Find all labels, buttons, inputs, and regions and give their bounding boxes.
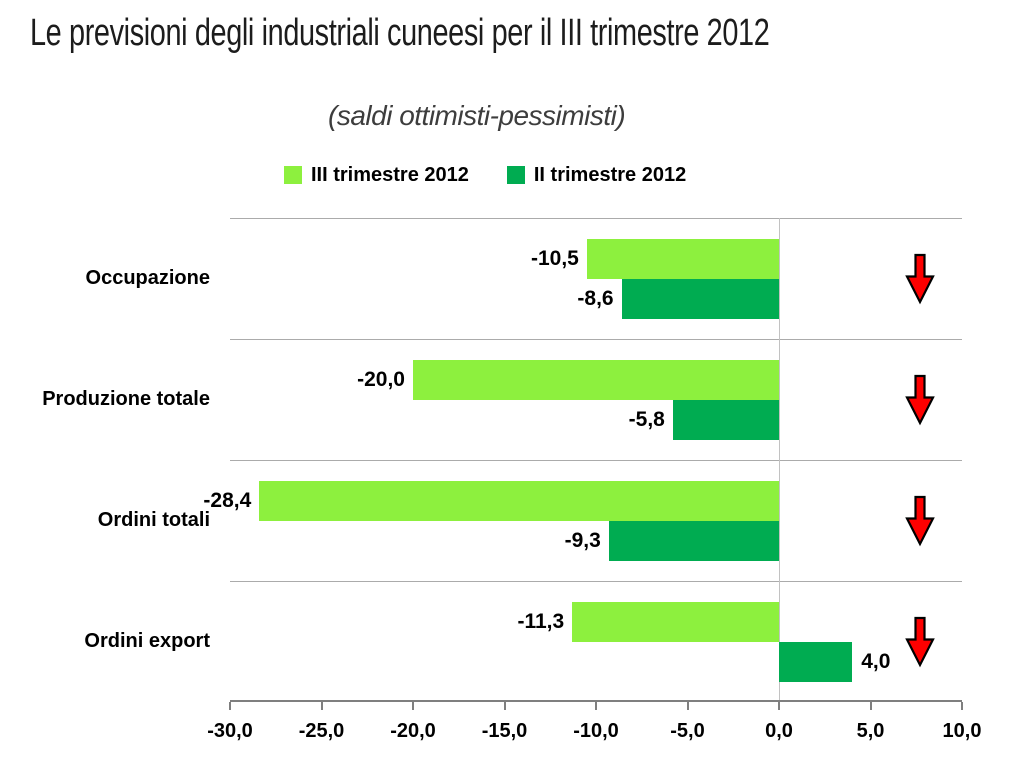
x-axis-tick <box>229 702 231 710</box>
x-axis-tick-label: -5,0 <box>670 720 705 742</box>
plot-area: -10,5 -8,6 -20,0 -5,8 -28,4 -9,3 -11,3 4,0 <box>203 218 962 702</box>
x-axis-tick <box>503 702 506 710</box>
x-axis-tick-label: -10,0 <box>573 720 619 742</box>
legend-label: II trimestre 2012 <box>533 163 687 186</box>
chart-row: -20,0 -5,8 <box>230 339 962 460</box>
down-arrow-icon <box>900 616 940 673</box>
x-axis-tick-label: -15,0 <box>481 720 528 742</box>
x-axis-tick-label: -20,0 <box>390 720 436 742</box>
bar-value-label: -9,3 <box>564 528 601 552</box>
category-label: Occupazione <box>85 267 210 289</box>
legend-item: III trimestre 2012 <box>284 164 469 187</box>
category-label: Produzione totale <box>42 388 210 410</box>
category-label: Ordini export <box>84 630 210 652</box>
zero-gridline <box>779 218 780 700</box>
bar-ii-trimestre <box>621 278 779 319</box>
x-axis-tick <box>686 702 689 710</box>
down-arrow-icon <box>900 374 940 431</box>
x-axis-tick <box>320 702 323 710</box>
down-arrow-icon <box>900 495 940 552</box>
chart-row: -10,5 -8,6 <box>230 218 962 339</box>
bar-iii-trimestre <box>259 480 779 521</box>
bar-value-label: -5,8 <box>628 407 665 431</box>
bar-value-label: -28,4 <box>203 488 252 512</box>
legend-swatch-ii-trimestre <box>506 166 525 184</box>
chart-title: Le previsioni degli industriali cuneesi … <box>30 12 770 54</box>
bar-ii-trimestre <box>672 399 779 440</box>
row-separator-line <box>230 460 962 461</box>
bar-ii-trimestre <box>608 520 779 561</box>
bar-value-label: 4,0 <box>861 649 891 673</box>
row-separator-line <box>230 581 962 582</box>
x-axis-tick-label: -30,0 <box>207 720 253 742</box>
bar-value-label: -10,5 <box>530 246 579 270</box>
bar-iii-trimestre <box>586 238 779 279</box>
down-arrow-icon <box>900 253 940 310</box>
x-axis-tick-label: 10,0 <box>942 720 982 742</box>
x-axis-tick <box>778 702 780 710</box>
bar-iii-trimestre <box>572 601 779 642</box>
bar-iii-trimestre <box>413 359 779 400</box>
x-axis-tick-label: 0,0 <box>765 720 793 742</box>
category-axis: Occupazione Produzione totale Ordini total… <box>0 218 212 702</box>
chart-subtitle: (saldi ottimisti-pessimisti) <box>328 100 626 131</box>
x-axis-tick-label: -25,0 <box>298 720 345 742</box>
bar-value-label: -11,3 <box>517 609 565 633</box>
legend-swatch-iii-trimestre <box>284 166 302 184</box>
x-axis-tick <box>961 702 963 710</box>
chart-row: -28,4 -9,3 <box>203 460 962 581</box>
legend-label: III trimestre 2012 <box>311 163 469 186</box>
row-separator-line <box>230 218 962 219</box>
x-axis-tick <box>412 702 414 710</box>
x-axis: -30,0 -25,0 -20,0 -15,0 -10,0 -5,0 0,0 5,0 10,0 <box>207 702 981 762</box>
category-label: Ordini totali <box>97 509 210 531</box>
legend: III trimestre 2012 II trimestre 2012 <box>284 162 686 188</box>
bar-ii-trimestre <box>779 641 853 682</box>
x-axis-tick <box>595 702 597 710</box>
x-axis-tick-label: 5,0 <box>856 720 885 742</box>
x-axis-tick <box>869 702 872 710</box>
legend-item: II trimestre 2012 <box>506 163 687 187</box>
bar-value-label: -8,6 <box>577 286 614 310</box>
row-separator-line <box>230 339 962 340</box>
chart-row: -11,3 4,0 <box>230 581 962 702</box>
bar-value-label: -20,0 <box>357 367 405 391</box>
